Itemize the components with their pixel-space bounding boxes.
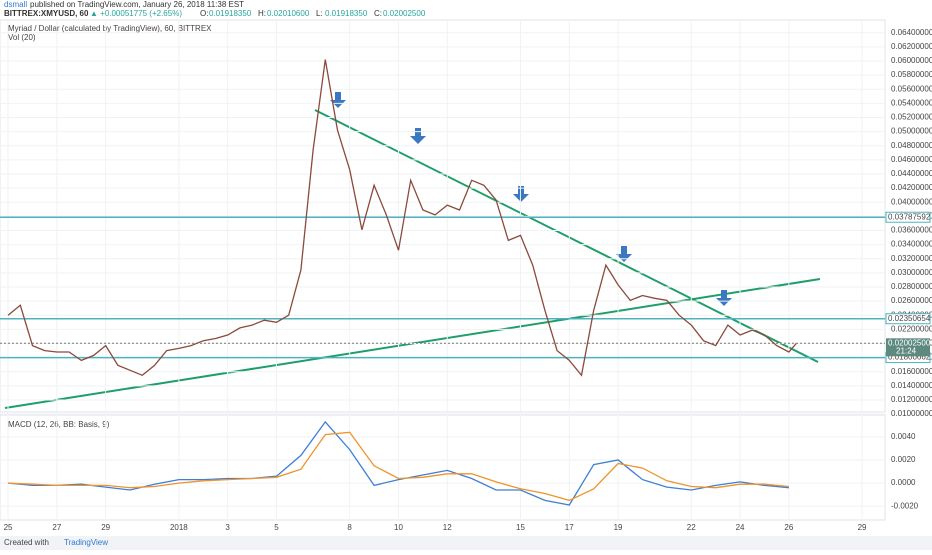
y-tick-label: 0.05000000 bbox=[891, 127, 932, 136]
y-tick-label: 0.01600000 bbox=[891, 367, 932, 376]
ohlc-label: H: bbox=[258, 9, 266, 18]
y-tick-label: 0.0020 bbox=[891, 455, 916, 464]
y-tick-label: 0.04600000 bbox=[891, 155, 932, 164]
y-tick-label: 0.02200000 bbox=[891, 324, 932, 333]
y-tick-label: -0.0020 bbox=[891, 501, 919, 510]
published: published on TradingView.com, January 26… bbox=[30, 0, 244, 9]
x-tick-label: 15 bbox=[516, 523, 525, 532]
change: ▲ +0.00051775 (+2.65%) bbox=[90, 9, 182, 18]
series-line bbox=[8, 420, 789, 506]
ohlc-value: 0.02010600 bbox=[267, 9, 310, 18]
y-tick-label: 0.06200000 bbox=[891, 42, 932, 51]
y-tick-label: 0.05800000 bbox=[891, 70, 932, 79]
y-tick-label: 0.04000000 bbox=[891, 197, 932, 206]
level-label: 0.02350654 bbox=[888, 314, 931, 323]
y-tick-label: 0.06400000 bbox=[891, 28, 932, 37]
x-tick-label: 29 bbox=[101, 523, 110, 532]
x-tick-label: 27 bbox=[52, 523, 61, 532]
y-tick-label: 0.05600000 bbox=[891, 84, 932, 93]
level-label: 0.03787592 bbox=[888, 212, 931, 221]
x-tick-label: 3 bbox=[225, 523, 230, 532]
y-tick-label: 0.04400000 bbox=[891, 169, 932, 178]
ohlc-label: L: bbox=[316, 9, 323, 18]
last-price-tag bbox=[886, 338, 930, 357]
y-tick-label: 0.03600000 bbox=[891, 226, 932, 235]
level-tag bbox=[885, 313, 931, 325]
countdown: 21:24 bbox=[896, 346, 917, 355]
ohlc-value: 0.01918350 bbox=[209, 9, 252, 18]
arrows bbox=[330, 92, 732, 306]
footer-bar bbox=[0, 536, 932, 550]
y-tick-label: 0.0000 bbox=[891, 478, 916, 487]
symbol: BITTREX:XMYUSD, 60 bbox=[4, 9, 89, 18]
x-tick-label: 8 bbox=[347, 523, 352, 532]
y-tick-label: 0.06000000 bbox=[891, 56, 932, 65]
macd-pane bbox=[0, 414, 886, 521]
ohlc-label: O: bbox=[200, 9, 208, 18]
y-tick-label: 0.02800000 bbox=[891, 282, 932, 291]
ohlc-value: 0.01918350 bbox=[325, 9, 368, 18]
y-tick-label: 0.01000000 bbox=[891, 409, 932, 418]
y-tick-label: 0.02600000 bbox=[891, 296, 932, 305]
x-tick-label: 2018 bbox=[170, 523, 188, 532]
ohlc-label: C: bbox=[374, 9, 382, 18]
pane-title: Myriad / Dollar (calculated by TradingVi… bbox=[8, 24, 212, 33]
last-price-label: 0.02002500 bbox=[888, 338, 931, 347]
x-tick-label: 10 bbox=[394, 523, 403, 532]
x-tick-label: 5 bbox=[274, 523, 279, 532]
y-tick-label: 0.0040 bbox=[891, 432, 916, 441]
macd-title: MACD (12, 26, BB: Basis, 9) bbox=[8, 420, 110, 429]
x-tick-label: 12 bbox=[443, 523, 452, 532]
y-tick-label: 0.03000000 bbox=[891, 268, 932, 277]
x-tick-label: 24 bbox=[736, 523, 745, 532]
x-tick-label: 29 bbox=[858, 523, 867, 532]
x-tick-label: 25 bbox=[4, 523, 13, 532]
x-tick-label: 22 bbox=[687, 523, 696, 532]
y-tick-label: 0.03200000 bbox=[891, 254, 932, 263]
y-tick-label: 0.03400000 bbox=[891, 240, 932, 249]
y-tick-label: 0.04200000 bbox=[891, 183, 932, 192]
x-tick-label: 26 bbox=[784, 523, 793, 532]
x-tick-label: 19 bbox=[614, 523, 623, 532]
y-tick-label: 0.05400000 bbox=[891, 98, 932, 107]
series-line bbox=[7, 59, 797, 377]
y-tick-label: 0.01200000 bbox=[891, 395, 932, 404]
level-tag bbox=[885, 211, 931, 223]
ohlc-value: 0.02002500 bbox=[383, 9, 426, 18]
series-line bbox=[8, 431, 789, 502]
author: dsmall bbox=[4, 0, 27, 9]
y-tick-label: 0.04800000 bbox=[891, 141, 932, 150]
y-tick-label: 0.01400000 bbox=[891, 381, 932, 390]
level-label: 0.01800662 bbox=[888, 353, 931, 362]
footer-created: Created with bbox=[4, 538, 49, 547]
y-tick-label: 0.05200000 bbox=[891, 113, 932, 122]
x-tick-label: 17 bbox=[565, 523, 574, 532]
vol-label: Vol (20) bbox=[8, 33, 36, 42]
footer-brand: TradingView bbox=[64, 538, 108, 547]
